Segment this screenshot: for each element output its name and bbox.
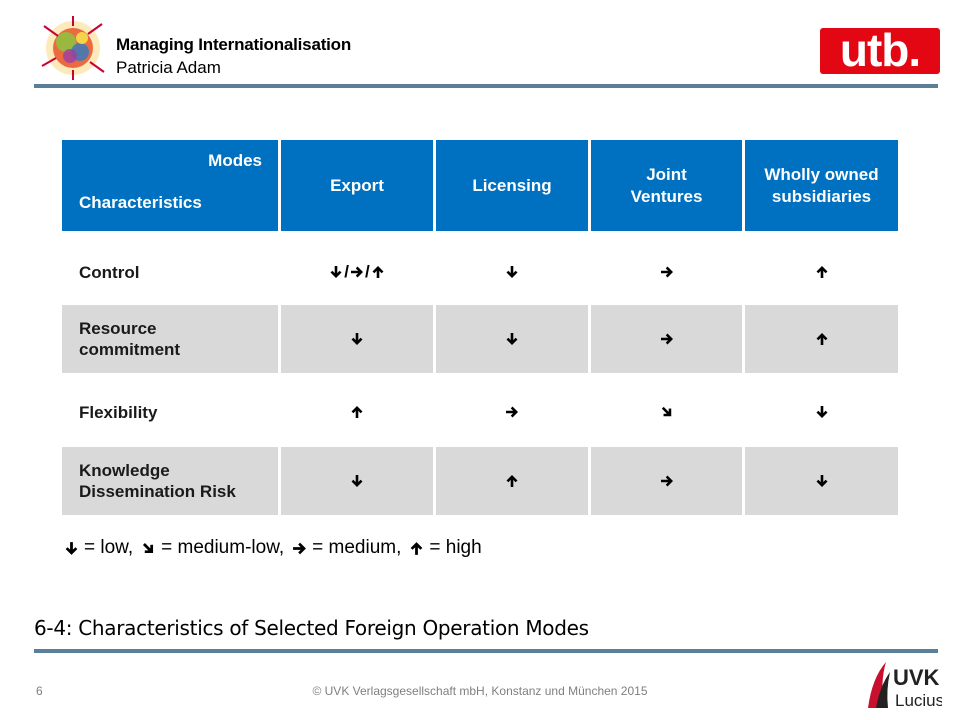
rating-cell <box>591 244 742 300</box>
row-label-cell: Control <box>62 244 278 300</box>
arrow-down-icon <box>505 265 519 279</box>
arrow-down-icon <box>350 332 364 346</box>
column-header-joint-ventures: Joint Ventures <box>591 140 742 231</box>
table-row: Knowledge Dissemination Risk <box>62 447 898 515</box>
rating-cell <box>591 384 742 440</box>
arrow-down-right-icon <box>660 405 674 419</box>
page-number: 6 <box>36 684 43 698</box>
row-label: Flexibility <box>79 402 158 422</box>
slash-separator: / <box>365 262 370 281</box>
arrow-up-icon <box>815 332 829 346</box>
rating-cell <box>281 447 433 515</box>
rating-cell <box>745 244 898 300</box>
arrow-up-icon <box>409 541 424 556</box>
author-name: Patricia Adam <box>116 58 221 77</box>
rating-cell <box>281 384 433 440</box>
header-divider <box>34 84 938 88</box>
table-row: Resource commitment <box>62 305 898 373</box>
arrow-right-icon <box>350 265 364 279</box>
rating-cell <box>281 305 433 373</box>
rating-cell <box>436 305 588 373</box>
legend-label: = medium, <box>312 537 402 558</box>
arrow-down-icon <box>350 474 364 488</box>
legend-label: = medium-low, <box>161 537 285 558</box>
arrow-up-icon <box>815 265 829 279</box>
arrow-right-icon <box>660 265 674 279</box>
arrow-right-icon <box>660 332 674 346</box>
arrow-down-icon <box>64 541 79 556</box>
arrow-up-icon <box>350 405 364 419</box>
arrow-down-icon <box>815 405 829 419</box>
rating-cell <box>745 384 898 440</box>
column-header-export: Export <box>281 140 433 231</box>
lucius-logo-text: Lucius <box>895 691 942 710</box>
table-header-row: Modes Characteristics Export Licensing J… <box>62 140 898 231</box>
column-header-wholly-owned: Wholly owned subsidiaries <box>745 140 898 231</box>
rating-cell <box>436 447 588 515</box>
row-label: Knowledge Dissemination Risk <box>79 461 236 501</box>
presentation-title: Managing Internationalisation <box>116 35 352 54</box>
rating-cell: / / <box>281 244 433 300</box>
colorful-swirl-logo <box>41 16 105 80</box>
rating-cell <box>436 384 588 440</box>
arrow-up-icon <box>505 474 519 488</box>
slash-separator: / <box>344 262 349 281</box>
rating-cell <box>745 447 898 515</box>
rating-cell <box>591 305 742 373</box>
copyright-notice: © UVK Verlagsgesellschaft mbH, Konstanz … <box>312 684 648 698</box>
arrow-right-icon <box>292 541 307 556</box>
arrow-legend: = low, = medium-low, = medium, = high <box>64 537 490 559</box>
rating-cell <box>591 447 742 515</box>
arrow-down-icon <box>505 332 519 346</box>
column-header-licensing: Licensing <box>436 140 588 231</box>
row-label-cell: Resource commitment <box>62 305 278 373</box>
uvk-logo-text: UVK <box>893 665 940 690</box>
table-row: Control / / <box>62 244 898 300</box>
row-label-cell: Knowledge Dissemination Risk <box>62 447 278 515</box>
row-label-cell: Flexibility <box>62 384 278 440</box>
legend-label: = high <box>429 537 482 558</box>
table-row: Flexibility <box>62 384 898 440</box>
header-corner-cell: Modes Characteristics <box>62 140 278 231</box>
header-modes-label: Modes <box>208 151 262 170</box>
uvk-lucius-logo: UVK Lucius <box>868 662 942 710</box>
arrow-down-icon <box>329 265 343 279</box>
header-characteristics-label: Characteristics <box>79 193 202 212</box>
arrow-down-right-icon <box>141 541 156 556</box>
row-label: Control <box>79 262 140 282</box>
rating-cell <box>745 305 898 373</box>
legend-label: = low, <box>84 537 134 558</box>
arrow-right-icon <box>660 474 674 488</box>
arrow-right-icon <box>505 405 519 419</box>
rating-cell <box>436 244 588 300</box>
figure-caption: 6-4: Characteristics of Selected Foreign… <box>34 616 589 640</box>
arrow-up-icon <box>371 265 385 279</box>
footer-divider <box>34 649 938 653</box>
utb-logo: utb. <box>820 27 940 74</box>
row-label: Resource commitment <box>79 319 181 359</box>
arrow-down-icon <box>815 474 829 488</box>
